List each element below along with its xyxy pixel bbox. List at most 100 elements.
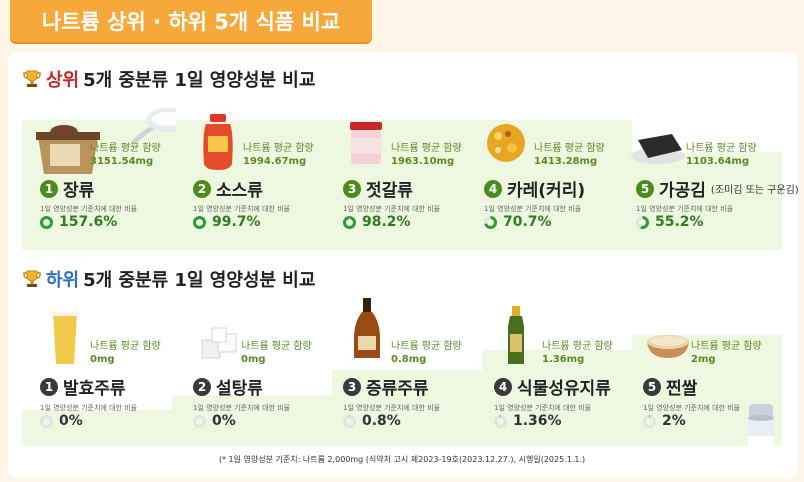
percent-value: 1.36% bbox=[494, 413, 562, 429]
percent-value: 55.2% bbox=[636, 214, 704, 230]
seasoned-laver-image bbox=[631, 134, 685, 164]
avg-label: 나트륨 평균 함량 bbox=[691, 341, 762, 352]
percent-text: 70.7% bbox=[503, 214, 552, 230]
avg-label: 나트륨 평균 함량 bbox=[90, 341, 161, 352]
item-name: 2 소스류 bbox=[193, 176, 263, 201]
rank-badge: 5 bbox=[643, 377, 661, 396]
ratio-note: 1일 영양성분 기준치에 대한 비율 bbox=[484, 205, 582, 213]
avg-sodium: 나트륨 평균 함량 2mg bbox=[691, 340, 762, 366]
avg-value: 1103.64mg bbox=[686, 156, 750, 167]
item-name-text: 발효주류 bbox=[63, 379, 126, 399]
percent-value: 0% bbox=[40, 413, 83, 429]
rank-badge: 4 bbox=[494, 377, 512, 396]
item-name-text: 설탕류 bbox=[216, 379, 263, 399]
rank-badge: 5 bbox=[636, 179, 654, 198]
avg-value: 3151.54mg bbox=[90, 156, 154, 167]
beer-glass-image bbox=[52, 304, 78, 364]
percent-ring-icon bbox=[343, 215, 356, 229]
avg-label: 나트륨 평균 함량 bbox=[542, 341, 613, 352]
ratio-note: 1일 영양성분 기준치에 대한 비율 bbox=[40, 404, 138, 412]
bottom-title-accent: 하위 bbox=[46, 270, 80, 291]
percent-value: 70.7% bbox=[484, 214, 552, 230]
percent-text: 2% bbox=[662, 413, 686, 429]
percent-ring-icon bbox=[494, 414, 507, 428]
bottom-stair-bg-1 bbox=[22, 410, 782, 446]
sugar-cubes-image bbox=[201, 327, 237, 359]
avg-sodium: 나트륨 평균 함량 3151.54mg bbox=[90, 142, 161, 168]
percent-text: 99.7% bbox=[212, 214, 261, 230]
oil-bottle-image bbox=[508, 306, 524, 364]
rank-badge: 3 bbox=[343, 377, 361, 396]
percent-text: 0% bbox=[59, 413, 83, 429]
top-section-title: 상위 5개 중분류 1일 영양성분 비교 bbox=[22, 66, 315, 92]
rank-badge: 2 bbox=[193, 377, 211, 396]
item-name-text: 소스류 bbox=[216, 181, 263, 201]
avg-label: 나트륨 평균 함량 bbox=[391, 341, 462, 352]
soybean-paste-spoon-image bbox=[36, 108, 176, 174]
avg-label: 나트륨 평균 함량 bbox=[686, 143, 757, 154]
bottom-stair-bg-3 bbox=[332, 370, 782, 395]
item-name: 3 증류주류 bbox=[343, 374, 429, 399]
percent-ring-icon bbox=[193, 414, 206, 428]
bottom-section-title: 하위 5개 중분류 1일 영양성분 비교 bbox=[22, 266, 315, 292]
ratio-note: 1일 영양성분 기준치에 대한 비율 bbox=[636, 205, 734, 213]
salt-shaker-image bbox=[748, 404, 774, 462]
item-name: 5 가공김 (조미김 또는 구운김) bbox=[636, 176, 799, 201]
item-name-text: 찐쌀 bbox=[666, 379, 698, 399]
item-name: 1 발효주류 bbox=[40, 374, 126, 399]
ratio-note: 1일 영양성분 기준치에 대한 비율 bbox=[193, 205, 291, 213]
percent-text: 55.2% bbox=[655, 214, 704, 230]
percent-value: 99.7% bbox=[193, 214, 261, 230]
percent-ring-icon bbox=[643, 414, 656, 428]
ratio-note: 1일 영양성분 기준치에 대한 비율 bbox=[643, 404, 741, 412]
header-banner: 나트륨 상위 · 하위 5개 식품 비교 bbox=[10, 0, 372, 42]
item-name: 3 젓갈류 bbox=[343, 176, 413, 201]
banner-title: 나트륨 상위 · 하위 5개 식품 비교 bbox=[41, 10, 341, 34]
avg-label: 나트륨 평균 함량 bbox=[241, 341, 312, 352]
ratio-note: 1일 영양성분 기준치에 대한 비율 bbox=[193, 404, 291, 412]
sauce-bottle-image bbox=[203, 114, 233, 170]
top-title-accent: 상위 bbox=[46, 70, 80, 91]
ratio-note: 1일 영양성분 기준치에 대한 비율 bbox=[494, 404, 592, 412]
item-name-sub: (조미김 또는 구운김) bbox=[710, 185, 799, 196]
item-name-text: 증류주류 bbox=[366, 379, 429, 399]
item-name: 5 찐쌀 bbox=[643, 374, 697, 399]
ratio-note: 1일 영양성분 기준치에 대한 비율 bbox=[343, 404, 441, 412]
avg-value: 0mg bbox=[90, 354, 115, 365]
ratio-note: 1일 영양성분 기준치에 대한 비율 bbox=[343, 205, 441, 213]
percent-ring-icon bbox=[636, 215, 649, 229]
avg-label: 나트륨 평균 함량 bbox=[534, 143, 605, 154]
rank-badge: 3 bbox=[343, 179, 361, 198]
item-name-text: 젓갈류 bbox=[366, 181, 413, 201]
avg-value: 0mg bbox=[241, 354, 266, 365]
item-name-text: 가공김 bbox=[659, 181, 706, 201]
percent-value: 98.2% bbox=[343, 214, 411, 230]
rice-bowl-image bbox=[647, 335, 689, 358]
rank-badge: 1 bbox=[40, 179, 58, 198]
avg-sodium: 나트륨 평균 함량 1103.64mg bbox=[686, 142, 757, 168]
item-name: 2 설탕류 bbox=[193, 374, 263, 399]
avg-label: 나트륨 평균 함량 bbox=[90, 143, 161, 154]
avg-value: 1963.10mg bbox=[391, 156, 455, 167]
avg-sodium: 나트륨 평균 함량 1994.67mg bbox=[243, 142, 314, 168]
avg-label: 나트륨 평균 함량 bbox=[391, 143, 462, 154]
percent-text: 157.6% bbox=[59, 214, 118, 230]
top-title-rest: 5개 중분류 1일 영양성분 비교 bbox=[83, 70, 316, 91]
avg-label: 나트륨 평균 함량 bbox=[243, 143, 314, 154]
item-name: 4 식물성유지류 bbox=[494, 374, 611, 399]
percent-text: 0.8% bbox=[362, 413, 401, 429]
item-name-text: 식물성유지류 bbox=[517, 379, 611, 399]
rank-badge: 4 bbox=[484, 179, 502, 198]
curry-image bbox=[487, 124, 525, 162]
trophy-icon bbox=[23, 270, 41, 287]
trophy-icon bbox=[23, 70, 41, 87]
percent-ring-icon bbox=[40, 414, 53, 428]
percent-ring-icon bbox=[343, 414, 356, 428]
avg-sodium: 나트륨 평균 함량 0mg bbox=[241, 340, 312, 366]
avg-value: 1413.28mg bbox=[534, 156, 598, 167]
percent-ring-icon bbox=[193, 215, 206, 229]
percent-value: 0.8% bbox=[343, 413, 401, 429]
rank-badge: 1 bbox=[40, 377, 58, 396]
bottom-stair-bg-4 bbox=[482, 350, 782, 370]
item-name: 4 카레(커리) bbox=[484, 176, 585, 201]
